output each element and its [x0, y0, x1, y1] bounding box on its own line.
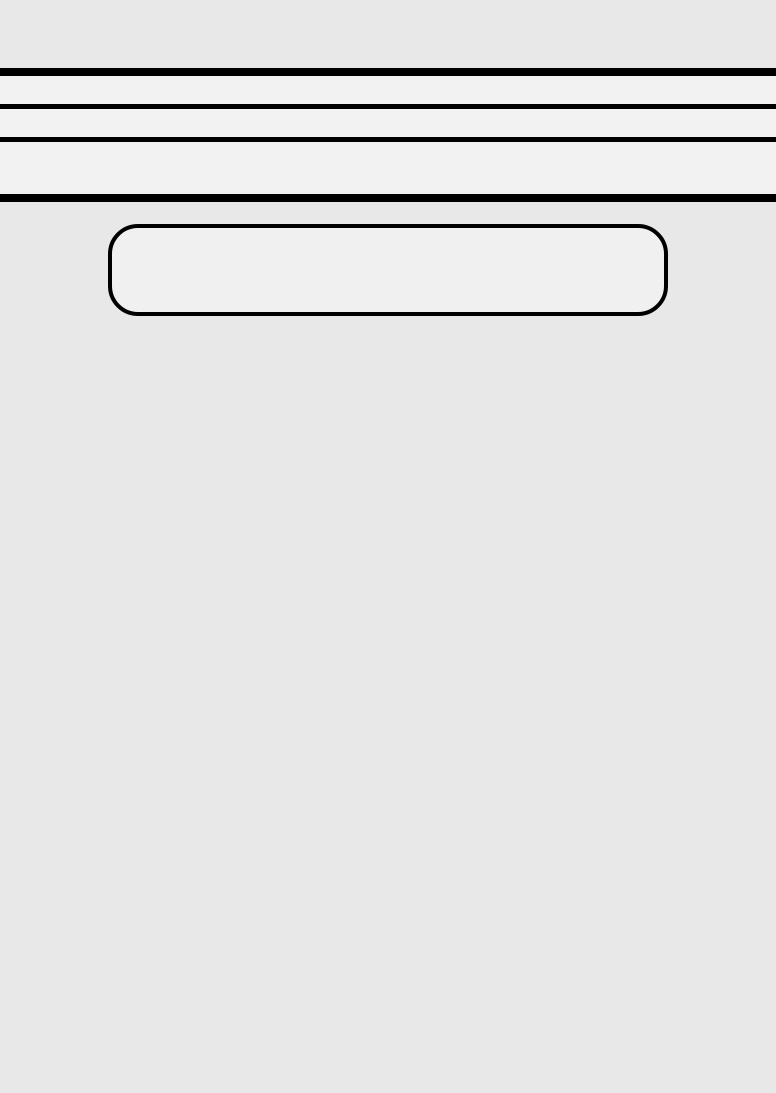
rca-info-box [108, 224, 668, 316]
subwoofer-section [0, 109, 776, 137]
aux-section [0, 142, 776, 194]
page-title [0, 0, 776, 68]
divider [0, 194, 776, 202]
power-section [0, 76, 776, 104]
divider [0, 68, 776, 76]
